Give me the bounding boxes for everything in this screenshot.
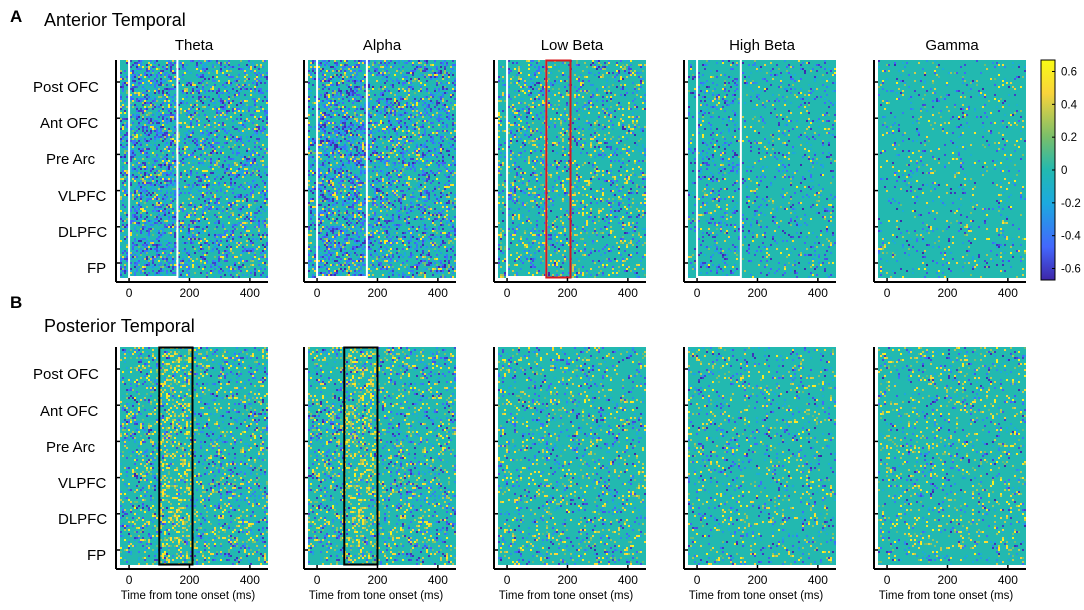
- x-tick-label: 400: [240, 573, 260, 587]
- band-title-alpha: Alpha: [363, 37, 402, 54]
- row-label-pre-arc-b: Pre Arc: [46, 439, 96, 456]
- x-tick-label: 0: [314, 573, 321, 587]
- band-title-high-beta: High Beta: [729, 37, 796, 54]
- heatmap-cells: [120, 60, 268, 278]
- heatmap-posterior-gamma: 0 200 400 Time from tone onset (ms): [873, 347, 1026, 602]
- x-tick-label: 400: [998, 286, 1018, 300]
- x-tick-label: 400: [998, 573, 1018, 587]
- x-axis-label: Time from tone onset (ms): [121, 590, 256, 602]
- x-tick-label: 200: [179, 573, 199, 587]
- heatmap-cells: [688, 60, 836, 278]
- heatmap-anterior-gamma: 0 200 400: [873, 60, 1026, 300]
- row-label-post-ofc-a: Post OFC: [33, 79, 99, 96]
- colorbar-tick-label: 0.4: [1061, 99, 1078, 111]
- heatmap-cells: [498, 60, 646, 278]
- x-tick-label: 0: [126, 573, 133, 587]
- highlight-box: [343, 346, 379, 566]
- x-tick-label: 200: [557, 286, 577, 300]
- row-label-fp-a: FP: [87, 260, 106, 277]
- highlight-box: [545, 59, 572, 279]
- x-tick-label: 0: [504, 286, 511, 300]
- heatmap-anterior-alpha: 0 200 400: [303, 60, 456, 300]
- x-tick-label: 200: [557, 573, 577, 587]
- heatmap-cells: [688, 347, 836, 565]
- x-axis-label: Time from tone onset (ms): [689, 590, 824, 602]
- x-tick-label: 0: [884, 286, 891, 300]
- row-label-vlpfc-a: VLPFC: [58, 188, 107, 205]
- colorbar-tick-label: -0.6: [1061, 264, 1081, 276]
- x-tick-label: 0: [694, 573, 701, 587]
- heatmap-posterior-high-beta: 0 200 400 Time from tone onset (ms): [683, 347, 836, 602]
- colorbar-tick-label: -0.2: [1061, 198, 1081, 210]
- x-tick-label: 0: [884, 573, 891, 587]
- x-axis-label: Time from tone onset (ms): [879, 590, 1014, 602]
- band-title-low-beta: Low Beta: [541, 37, 604, 54]
- x-tick-label: 200: [937, 573, 957, 587]
- panel-title-anterior: Anterior Temporal: [44, 10, 186, 30]
- heatmap-anterior-low-beta: 0 200 400: [493, 59, 646, 300]
- panel-title-posterior: Posterior Temporal: [44, 316, 195, 336]
- x-tick-label: 200: [367, 286, 387, 300]
- x-tick-label: 0: [126, 286, 133, 300]
- x-tick-label: 200: [747, 573, 767, 587]
- heatmap-posterior-alpha: 0 200 400 Time from tone onset (ms): [303, 346, 456, 602]
- highlight-box: [158, 346, 194, 566]
- x-tick-label: 200: [747, 286, 767, 300]
- x-tick-label: 0: [694, 286, 701, 300]
- x-tick-label: 400: [808, 573, 828, 587]
- x-tick-label: 200: [367, 573, 387, 587]
- panel-letter-b: B: [10, 293, 22, 312]
- colorbar-tick-label: 0.6: [1061, 66, 1077, 78]
- heatmap-grid: 0 200 400 0 200 400 0 200 400 0 200 400 0 200 400 0 200 4…: [115, 59, 1026, 602]
- x-tick-label: 400: [428, 286, 448, 300]
- heatmap-posterior-theta: 0 200 400 Time from tone onset (ms): [115, 346, 268, 602]
- colorbar-tick-label: 0.2: [1061, 132, 1077, 144]
- band-title-theta: Theta: [175, 37, 214, 54]
- x-axis-label: Time from tone onset (ms): [499, 590, 634, 602]
- row-label-fp-b: FP: [87, 547, 106, 564]
- heatmap-anterior-high-beta: 0 200 400: [683, 60, 836, 300]
- row-label-pre-arc-a: Pre Arc: [46, 151, 96, 168]
- heatmap-cells: [498, 347, 646, 565]
- row-label-vlpfc-b: VLPFC: [58, 475, 107, 492]
- x-axis-label: Time from tone onset (ms): [309, 590, 444, 602]
- row-label-dlpfc-b: DLPFC: [58, 511, 107, 528]
- row-label-ant-ofc-a: Ant OFC: [40, 115, 99, 132]
- heatmap-cells: [308, 347, 456, 565]
- x-tick-label: 200: [179, 286, 199, 300]
- heatmap-cells: [308, 60, 456, 278]
- row-label-ant-ofc-b: Ant OFC: [40, 403, 99, 420]
- x-tick-label: 400: [428, 573, 448, 587]
- colorbar: -0.6 -0.4 -0.2 0 0.2 0.4 0.6: [1040, 59, 1081, 281]
- colorbar-ticks: -0.6 -0.4 -0.2 0 0.2 0.4 0.6: [1052, 66, 1081, 276]
- x-tick-label: 0: [504, 573, 511, 587]
- colorbar-tick-label: -0.4: [1061, 231, 1081, 243]
- x-tick-label: 0: [314, 286, 321, 300]
- row-label-post-ofc-b: Post OFC: [33, 366, 99, 383]
- x-tick-label: 400: [240, 286, 260, 300]
- heatmap-cells: [878, 60, 1026, 278]
- heatmap-posterior-low-beta: 0 200 400 Time from tone onset (ms): [493, 347, 646, 602]
- row-label-dlpfc-a: DLPFC: [58, 224, 107, 241]
- colorbar-tick-label: 0: [1061, 165, 1067, 177]
- heatmap-anterior-theta: 0 200 400: [115, 60, 268, 300]
- x-tick-label: 400: [618, 573, 638, 587]
- x-tick-label: 400: [808, 286, 828, 300]
- heatmap-cells: [878, 347, 1026, 565]
- x-tick-label: 400: [618, 286, 638, 300]
- x-tick-label: 200: [937, 286, 957, 300]
- band-title-gamma: Gamma: [925, 37, 979, 54]
- panel-letter-a: A: [10, 7, 22, 26]
- heatmap-cells: [120, 347, 268, 565]
